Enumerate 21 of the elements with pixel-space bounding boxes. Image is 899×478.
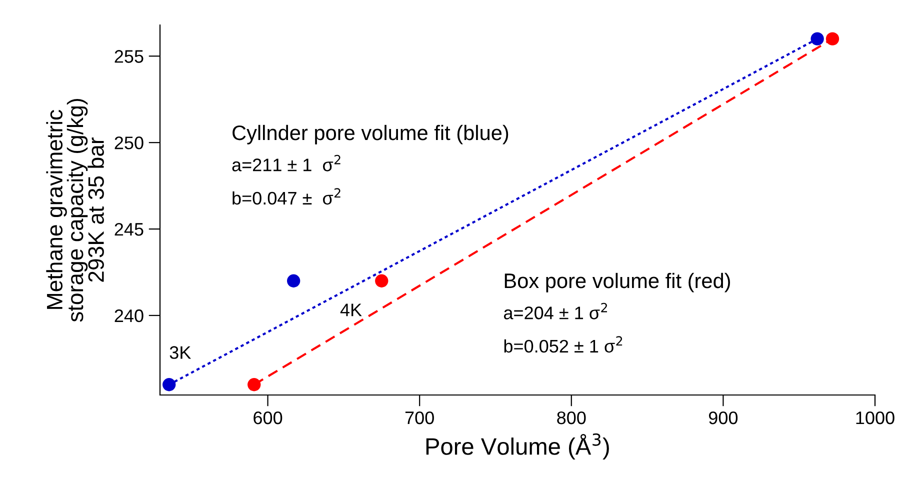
point: [810, 32, 824, 46]
y-tick-label: 250: [114, 136, 144, 150]
y-tick-label: 245: [114, 222, 144, 236]
point: [826, 32, 840, 46]
x-tick-label: 1000: [856, 411, 894, 424]
text: Box pore volume fit (red) a=204 ± 1 σ$^{2}$ b=0.052 ± 1 σ$^{2}$: [504, 272, 730, 353]
x-tick-label: 800: [557, 411, 586, 424]
y-tick-label: 255: [114, 50, 144, 63]
x-tick-label: 900: [708, 411, 738, 424]
x-tick-label: 700: [405, 411, 434, 424]
point: [162, 378, 176, 392]
text: Cyllnder pore volume fit (blue) a=211 ± 1 σ$^{2}$ b=0.047 ± σ$^{2}$: [232, 124, 508, 205]
point: [375, 274, 388, 288]
x-tick-label: 600: [254, 411, 282, 424]
annotation: 4K: [340, 304, 362, 316]
y-axis-title: Methane gravimetric storage capacity (g/kg) 293K at 35 bar: [46, 98, 104, 322]
y-tick-label: 240: [114, 309, 144, 322]
x-axis-title: Pore Volume (Å$^{3}$): [426, 433, 609, 460]
point: [287, 274, 300, 288]
annotation: 3K: [170, 346, 191, 359]
point: [248, 378, 261, 392]
